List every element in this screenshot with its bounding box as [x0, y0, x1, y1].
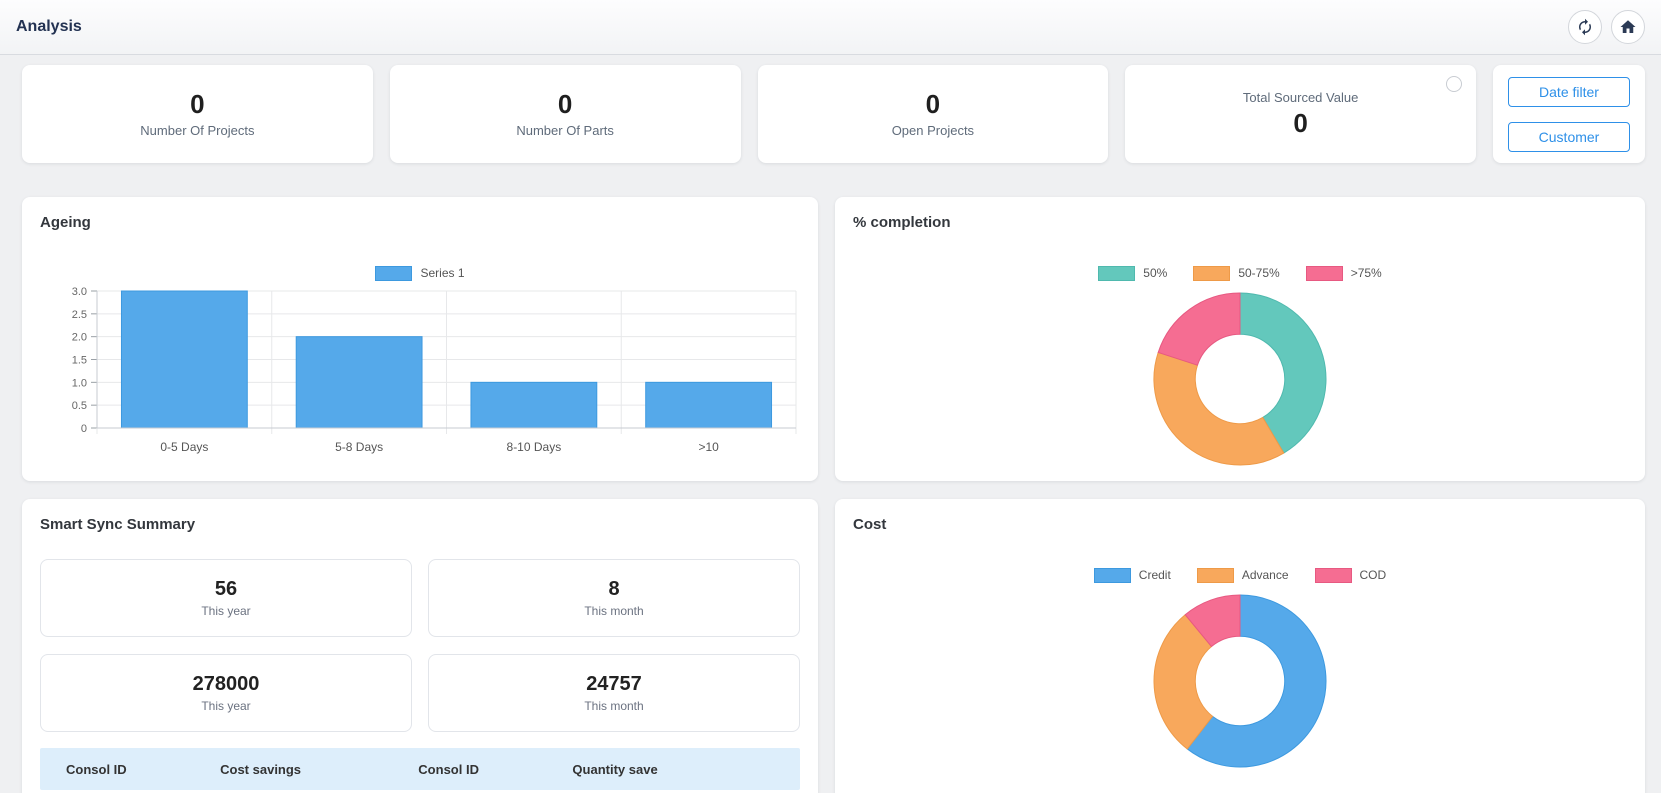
stat-label: This year	[201, 604, 251, 618]
smart-sync-stats: 56 This year 8 This month 278000 This ye…	[40, 559, 800, 732]
ageing-card: Ageing Series 1 0 0.5 1.0 1.5 2.0 2.5 3.0 0-5 D…	[22, 197, 818, 481]
svg-text:0.5: 0.5	[72, 400, 87, 412]
stat-label: Number Of Parts	[516, 122, 614, 138]
smart-sync-stat-card: 24757 This month	[428, 654, 800, 732]
charts-row: Ageing Series 1 0 0.5 1.0 1.5 2.0 2.5 3.0 0-5 D…	[22, 197, 1645, 481]
stat-value: 24757	[586, 673, 642, 695]
legend-item[interactable]: 50-75%	[1193, 265, 1280, 281]
svg-text:2.5: 2.5	[72, 309, 87, 321]
cost-card: Cost Credit Advance COD	[835, 499, 1645, 793]
legend-label: Advance	[1241, 568, 1289, 582]
legend-item[interactable]: Advance	[1196, 567, 1289, 583]
stat-value: 8	[608, 578, 620, 600]
smart-sync-stat-card: 278000 This year	[40, 654, 412, 732]
stat-value: 0	[557, 89, 573, 120]
bottom-row: Smart Sync Summary 56 This year 8 This m…	[22, 499, 1645, 793]
stat-label: This month	[584, 604, 644, 618]
legend-swatch-icon	[375, 265, 413, 281]
smart-sync-stat-card: 56 This year	[40, 559, 412, 637]
bar-chart-svg: 0 0.5 1.0 1.5 2.0 2.5 3.0 0-5 Days 5-8 Days 8-10 …	[72, 286, 797, 454]
page-title: Analysis	[16, 18, 82, 35]
legend-label: >75%	[1350, 266, 1382, 280]
column-header-consol-id: Consol ID	[418, 761, 479, 777]
customer-button[interactable]: Customer	[1508, 121, 1630, 152]
chart-title-completion: % completion	[853, 214, 951, 231]
column-header-quantity-save: Quantity save	[572, 761, 658, 777]
svg-text:8-10 Days: 8-10 Days	[507, 440, 562, 454]
chart-title-cost: Cost	[853, 516, 887, 533]
stat-label: This year	[201, 699, 251, 713]
column-header-cost-savings: Cost savings	[220, 761, 302, 777]
legend-swatch-icon	[1305, 265, 1343, 281]
completion-donut-chart[interactable]	[853, 289, 1627, 474]
completion-card: % completion 50% 50-75% >75%	[835, 197, 1645, 481]
legend-item[interactable]: 50%	[1098, 265, 1168, 281]
legend-item[interactable]: Credit	[1093, 567, 1171, 583]
legend-swatch-icon	[1093, 567, 1131, 583]
legend-label: Series 1	[420, 266, 465, 280]
top-bar: Analysis	[0, 0, 1661, 55]
legend-item[interactable]: >75%	[1305, 265, 1382, 281]
smart-sync-title: Smart Sync Summary	[40, 516, 196, 533]
svg-text:0: 0	[81, 423, 87, 435]
legend-swatch-icon	[1098, 265, 1136, 281]
completion-legend: 50% 50-75% >75%	[853, 265, 1627, 281]
donut-chart-svg	[1153, 594, 1327, 768]
svg-text:2.0: 2.0	[72, 332, 87, 344]
smart-sync-stat-card: 8 This month	[428, 559, 800, 637]
legend-label: 50-75%	[1238, 266, 1280, 280]
stat-label: Total Sourced Value	[1242, 89, 1359, 105]
column-header-consol-id: Consol ID	[66, 761, 127, 777]
cost-donut-chart[interactable]	[853, 591, 1627, 776]
stat-card-number-of-projects: 0 Number Of Projects	[22, 65, 373, 163]
date-filter-button[interactable]: Date filter	[1508, 76, 1630, 107]
stat-value: 278000	[192, 673, 260, 695]
smart-sync-table-header: Consol ID Cost savings Consol ID Quantit…	[40, 748, 800, 790]
legend-label: Credit	[1138, 568, 1171, 582]
svg-text:1.5: 1.5	[72, 355, 87, 367]
legend-swatch-icon	[1314, 567, 1352, 583]
stat-value: 0	[925, 89, 941, 120]
legend-swatch-icon	[1196, 567, 1234, 583]
refresh-icon	[1579, 18, 1591, 36]
stats-row: 0 Number Of Projects 0 Number Of Parts 0…	[22, 65, 1645, 163]
legend-item[interactable]: Series 1	[375, 265, 465, 281]
stat-value: 0	[1293, 107, 1308, 138]
ageing-bar-chart[interactable]: 0 0.5 1.0 1.5 2.0 2.5 3.0 0-5 Days 5-8 Days 8-10 …	[40, 283, 800, 466]
stat-value: 0	[190, 89, 205, 120]
legend-label: 50%	[1143, 266, 1168, 280]
svg-text:1.0: 1.0	[72, 377, 87, 389]
stat-label: Number Of Projects	[140, 122, 255, 138]
stat-label: This month	[584, 699, 644, 713]
legend-swatch-icon	[1193, 265, 1231, 281]
refresh-button[interactable]	[1568, 10, 1602, 44]
svg-text:3.0: 3.0	[72, 286, 87, 298]
home-icon	[1620, 20, 1636, 33]
legend-item[interactable]: COD	[1314, 567, 1387, 583]
legend-label: COD	[1359, 568, 1387, 582]
donut-chart-svg	[1153, 292, 1327, 466]
home-button[interactable]	[1611, 10, 1645, 44]
stat-label: Open Projects	[891, 122, 975, 138]
stat-card-open-projects: 0 Open Projects	[757, 65, 1109, 163]
chart-title-ageing: Ageing	[40, 214, 91, 231]
svg-text:5-8 Days: 5-8 Days	[335, 440, 383, 454]
smart-sync-card: Smart Sync Summary 56 This year 8 This m…	[22, 499, 818, 793]
stat-value: 56	[214, 578, 238, 600]
stat-card-total-sourced-value: Total Sourced Value 0	[1125, 65, 1476, 163]
svg-text:0-5 Days: 0-5 Days	[160, 440, 208, 454]
cost-legend: Credit Advance COD	[853, 567, 1627, 583]
ageing-legend: Series 1	[40, 265, 800, 281]
radio-circle-icon[interactable]	[1446, 76, 1462, 92]
filter-card: Date filter Customer	[1493, 65, 1645, 163]
stat-card-number-of-parts: 0 Number Of Parts	[389, 65, 741, 163]
svg-text:>10: >10	[698, 440, 719, 454]
